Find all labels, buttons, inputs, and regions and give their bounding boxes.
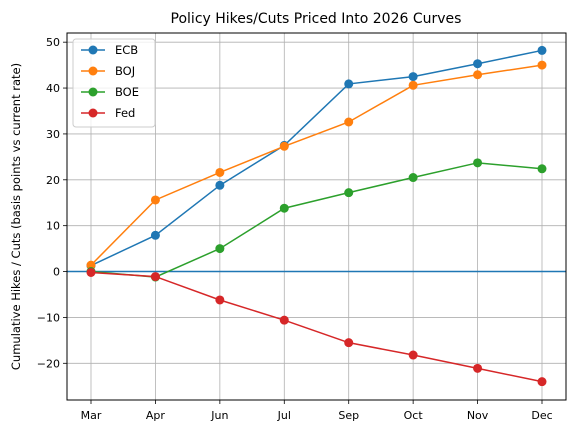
x-tick-label: Apr: [146, 409, 166, 422]
y-tick-label: 10: [46, 220, 60, 233]
series-line-boj: [90, 64, 543, 266]
series-line-ecb: [90, 49, 543, 267]
series-fed: [86, 267, 547, 387]
data-point-boj: [279, 141, 289, 151]
data-point-boj: [537, 60, 547, 70]
series-line-boe: [90, 162, 543, 278]
data-point-boj: [215, 167, 225, 177]
data-point-boe: [279, 203, 289, 213]
x-tick-label: Sep: [338, 409, 359, 422]
y-tick-label: 20: [46, 174, 60, 187]
data-point-boj: [150, 195, 160, 205]
x-tick-label: Jul: [277, 409, 291, 422]
data-point-ecb: [473, 59, 483, 69]
y-axis-label: Cumulative Hikes / Cuts (basis points vs…: [9, 63, 23, 370]
data-point-ecb: [215, 180, 225, 190]
data-point-fed: [537, 377, 547, 387]
data-point-boj: [473, 70, 483, 80]
data-point-boe: [408, 173, 418, 183]
x-tick-label: Oct: [404, 409, 424, 422]
x-tick-label: Nov: [467, 409, 489, 422]
data-point-boe: [344, 188, 354, 198]
x-tick-label: Mar: [81, 409, 102, 422]
data-point-ecb: [344, 79, 354, 89]
y-tick-label: 0: [53, 266, 60, 279]
y-tick-label: 30: [46, 128, 60, 141]
y-tick-label: 40: [46, 82, 60, 95]
legend-box: [72, 38, 156, 128]
data-point-fed: [150, 272, 160, 282]
series-line-fed: [90, 271, 543, 383]
data-point-boj: [86, 260, 96, 270]
data-point-fed: [344, 338, 354, 348]
y-tick-label: −20: [37, 357, 60, 370]
data-point-fed: [279, 315, 289, 325]
data-point-fed: [86, 267, 96, 277]
data-point-ecb: [537, 45, 547, 55]
data-point-boe: [215, 244, 225, 254]
legend-marker-boe: [88, 87, 98, 97]
series-boj: [86, 60, 547, 270]
y-tick-label: −10: [37, 311, 60, 324]
legend-label-boe: BOE: [115, 85, 139, 99]
data-point-boe: [473, 158, 483, 168]
x-tick-label: Jun: [210, 409, 228, 422]
x-tick-label: Dec: [531, 409, 552, 422]
legend-marker-fed: [88, 108, 98, 118]
plot-area-frame: [66, 32, 567, 401]
legend-marker-boj: [88, 66, 98, 76]
data-point-fed: [473, 363, 483, 373]
legend-label-boj: BOJ: [115, 64, 135, 78]
chart-title: Policy Hikes/Cuts Priced Into 2026 Curve…: [171, 11, 462, 27]
legend: ECB BOJ BOE Fed: [72, 38, 156, 128]
data-point-ecb: [150, 230, 160, 240]
axis-ticks: Mar Apr Jun Jul Sep Oct Nov Dec −20 −10 0 10 20 30 40 5…: [37, 36, 553, 422]
series-lines: [86, 45, 547, 387]
legend-label-fed: Fed: [115, 106, 135, 120]
data-point-boj: [344, 117, 354, 127]
data-point-ecb: [408, 72, 418, 82]
data-point-fed: [408, 350, 418, 360]
y-tick-label: 50: [46, 36, 60, 49]
legend-label-ecb: ECB: [115, 43, 138, 57]
legend-marker-ecb: [88, 45, 98, 55]
data-point-boj: [408, 80, 418, 90]
data-point-boe: [537, 164, 547, 174]
data-point-fed: [215, 295, 225, 305]
